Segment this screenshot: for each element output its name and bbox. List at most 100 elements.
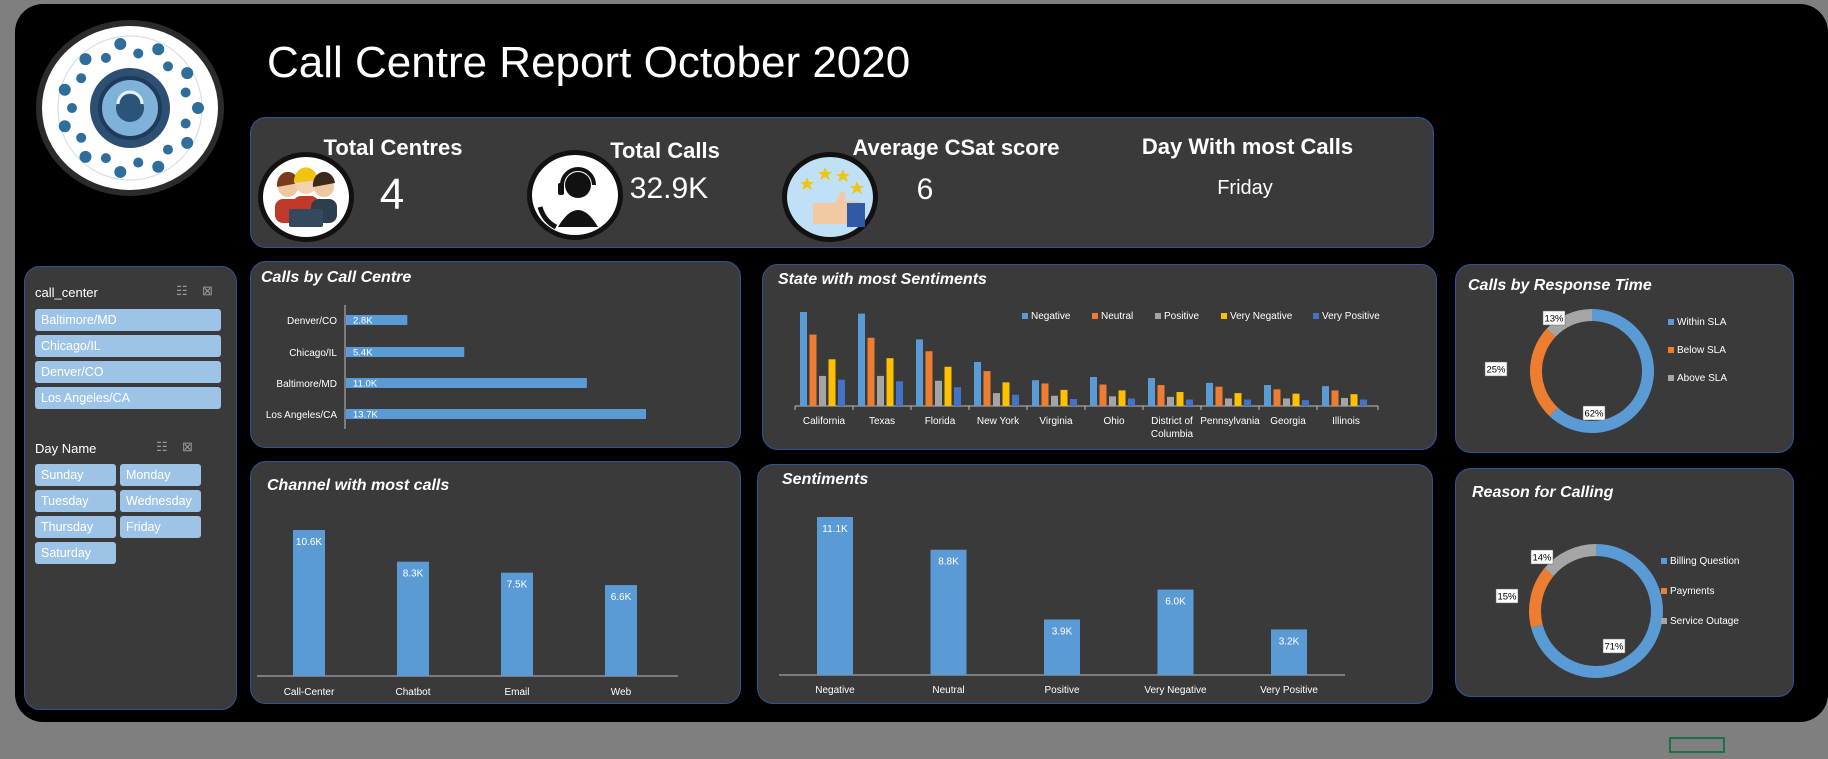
legend-negative: Negative [1022,311,1070,322]
data-label: 15% [1497,592,1517,603]
slicer-item-monday[interactable]: Monday [120,464,201,486]
category-label: Illinois [1332,416,1360,427]
bar-web [605,585,637,676]
slicer-item-denver-co[interactable]: Denver/CO [35,361,221,383]
logo-node-icon [67,103,77,113]
selected-cell[interactable] [1669,737,1725,753]
legend-swatch [1092,313,1098,320]
data-label-box [1542,310,1566,326]
logo-node-icon [58,83,71,96]
bar-call-center [293,530,325,676]
legend-label: Very Negative [1230,311,1293,322]
bar-chicago-il [346,347,465,357]
bar-neutral [930,549,967,675]
bar-baltimore-md [346,378,587,388]
bar-new-york-very-positive [1012,394,1019,406]
calls-by-centre-chart: Denver/CO 2.8K Chicago/IL 5.4K Baltimore/MD 1… [266,305,646,429]
legend-positive: Positive [1155,311,1199,322]
category-label: Chatbot [395,687,430,698]
bar-email [501,572,533,676]
avg-csat-label: Average CSat score [852,135,1060,160]
state-sentiments-title: State with most Sentiments [778,271,987,288]
logo-node-icon [181,136,194,149]
category-label: New York [977,416,1020,427]
data-label-box [1602,638,1626,654]
legend-above-sla: Above SLA [1677,373,1727,384]
slicer-item-thursday[interactable]: Thursday [35,516,116,538]
multi-select-icon[interactable]: ☷ [156,439,168,454]
legend-very-positive: Very Positive [1313,311,1380,322]
logo-node-icon [162,61,173,72]
bar-georgia-neutral [1273,389,1281,406]
slicer-item-los-angeles-ca[interactable]: Los Angeles/CA [35,387,221,409]
category-label: Pennsylvania [1200,416,1260,427]
slicer-item-baltimore-md[interactable]: Baltimore/MD [35,309,221,331]
legend-swatch [1022,313,1028,320]
bar-new-york-neutral [983,371,991,406]
bar-georgia-very-negative [1292,393,1300,406]
legend-swatch [1668,319,1674,325]
data-label: 10.6K [296,537,322,548]
logo-node-icon [180,87,191,98]
logo-node-icon [180,118,191,129]
team-icon [258,152,354,242]
reason-chart: 71% 15% 14% Billing Question Payments Service… [1495,544,1739,678]
bar-virginia-very-negative [1060,389,1068,406]
slicer-item-saturday[interactable]: Saturday [35,542,116,564]
data-label: 8.3K [403,569,424,580]
legend-swatch [1313,313,1319,320]
data-label: 11.0K [353,379,378,390]
bar-very-positive [1271,629,1307,675]
slicer-item-tuesday[interactable]: Tuesday [35,490,116,512]
slice-below-sla [1530,328,1558,417]
legend-billing-question: Billing Question [1670,556,1739,567]
category-label: District of [1151,416,1193,427]
response-time-chart: 62% 25% 13% Within SLA Below SLA Above SLA [1484,309,1727,433]
slicer-item-wednesday[interactable]: Wednesday [120,490,201,512]
bar-pennsylvania-very-positive [1244,399,1251,406]
slice-within-sla [1549,309,1654,433]
category-label: Texas [869,416,895,427]
category-label: Columbia [1151,429,1194,440]
logo-node-icon [58,120,71,133]
total-centres-value: 4 [379,170,405,219]
bar-texas-neutral [867,337,875,406]
clear-filter-icon[interactable]: ⊠ [202,283,213,298]
page-title: Call Centre Report October 2020 [267,38,911,87]
data-label: 7.5K [507,580,528,591]
logo-node-icon [152,43,165,56]
legend-within-sla: Within SLA [1677,317,1727,328]
call-center-slicer-header: call_center [35,285,98,300]
logo-node-icon [100,153,111,164]
bar-illinois-very-negative [1350,394,1358,406]
category-label: Ohio [1103,416,1125,427]
category-label: Denver/CO [287,316,337,327]
bar-virginia-positive [1051,395,1058,406]
data-label: 5.4K [353,348,373,359]
busiest-day-value: Friday [1217,177,1273,199]
legend-swatch [1668,347,1674,353]
bar-ohio-very-positive [1128,398,1135,406]
bar-texas-very-negative [886,358,894,406]
slicer-item-chicago-il[interactable]: Chicago/IL [35,335,221,357]
legend-swatch [1661,558,1667,564]
clear-filter-icon[interactable]: ⊠ [182,439,193,454]
category-label: Los Angeles/CA [266,410,337,421]
category-label: Web [611,687,632,698]
bar-pennsylvania-neutral [1215,386,1223,406]
category-label: Very Positive [1260,685,1318,696]
category-label: California [803,416,846,427]
bar-texas-very-positive [896,381,903,406]
bar-texas-negative [858,313,865,406]
data-label: 8.8K [938,557,959,568]
legend-swatch [1221,313,1227,320]
legend-label: Neutral [1101,311,1134,322]
legend-very-negative: Very Negative [1221,311,1292,322]
multi-select-icon[interactable]: ☷ [176,283,188,298]
slicer-item-sunday[interactable]: Sunday [35,464,116,486]
bar-denver-co [346,315,408,325]
avg-csat-value: 6 [916,173,934,206]
bar-florida-neutral [925,351,933,406]
slicer-item-friday[interactable]: Friday [120,516,201,538]
logo-node-icon [79,150,92,163]
